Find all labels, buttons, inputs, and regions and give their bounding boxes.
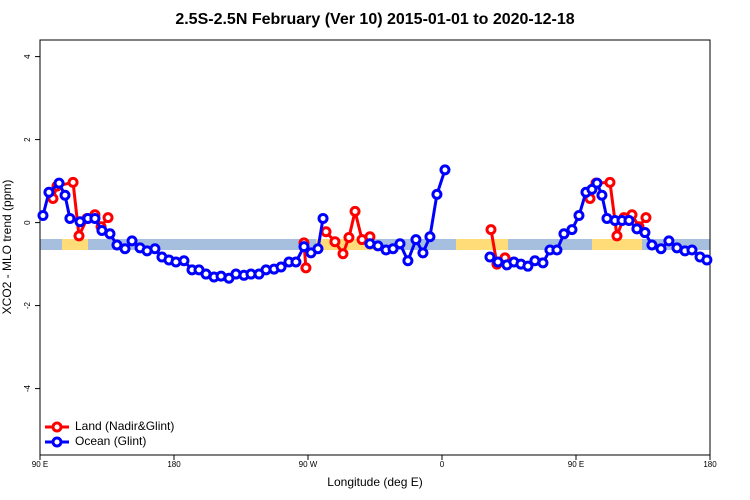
plot-frame bbox=[39, 39, 711, 456]
data-point bbox=[329, 236, 341, 248]
data-point bbox=[343, 232, 355, 244]
data-point bbox=[492, 256, 504, 268]
land-band bbox=[62, 239, 88, 250]
y-tick-label: 0 bbox=[23, 220, 32, 225]
data-point bbox=[275, 261, 287, 273]
data-point bbox=[424, 231, 436, 243]
data-point bbox=[431, 188, 443, 200]
data-point bbox=[394, 238, 406, 250]
data-point bbox=[439, 164, 451, 176]
data-point bbox=[290, 256, 302, 268]
data-point bbox=[573, 210, 585, 222]
land-band bbox=[456, 239, 508, 250]
data-point bbox=[646, 239, 658, 251]
data-point bbox=[417, 247, 429, 259]
data-point bbox=[59, 189, 71, 201]
data-point bbox=[596, 189, 608, 201]
data-point bbox=[300, 262, 312, 274]
data-point bbox=[604, 176, 616, 188]
data-point bbox=[53, 177, 65, 189]
data-point bbox=[566, 224, 578, 236]
legend-label: Ocean (Glint) bbox=[75, 434, 146, 448]
data-point bbox=[37, 210, 49, 222]
data-point bbox=[655, 243, 667, 255]
x-tick-label: 180 bbox=[703, 460, 717, 469]
data-point bbox=[119, 243, 131, 255]
data-point bbox=[178, 255, 190, 267]
data-point bbox=[102, 212, 114, 224]
data-point bbox=[402, 255, 414, 267]
data-point bbox=[372, 240, 384, 252]
data-point bbox=[522, 260, 534, 272]
data-point bbox=[73, 230, 85, 242]
data-point bbox=[631, 223, 643, 235]
data-point bbox=[485, 224, 497, 236]
data-point bbox=[537, 257, 549, 269]
x-tick-label: 0 bbox=[440, 460, 445, 469]
data-point bbox=[67, 176, 79, 188]
y-tick-label: 2 bbox=[23, 137, 32, 142]
y-tick-label: 4 bbox=[23, 54, 32, 59]
data-point bbox=[149, 243, 161, 255]
legend-swatch-point bbox=[51, 421, 63, 433]
y-axis-label: XCO2 - MLO trend (ppm) bbox=[0, 180, 14, 315]
data-point bbox=[104, 228, 116, 240]
data-point bbox=[551, 244, 563, 256]
data-point bbox=[312, 243, 324, 255]
data-point bbox=[591, 177, 603, 189]
data-point bbox=[558, 228, 570, 240]
data-point bbox=[320, 226, 332, 238]
legend-swatch-point bbox=[51, 436, 63, 448]
data-point bbox=[43, 186, 55, 198]
data-point bbox=[484, 251, 496, 263]
y-tick-label: -4 bbox=[23, 384, 32, 392]
data-point bbox=[317, 212, 329, 224]
x-tick-label: 90 W bbox=[299, 460, 318, 469]
x-tick-label: 180 bbox=[167, 460, 181, 469]
data-point bbox=[337, 248, 349, 260]
data-point bbox=[64, 212, 76, 224]
data-point bbox=[623, 215, 635, 227]
legend-label: Land (Nadir&Glint) bbox=[75, 419, 174, 433]
data-point bbox=[111, 239, 123, 251]
data-point bbox=[639, 227, 651, 239]
chart-title: 2.5S-2.5N February (Ver 10) 2015-01-01 t… bbox=[175, 11, 574, 28]
data-point bbox=[126, 235, 138, 247]
y-tick-label: -2 bbox=[23, 301, 32, 309]
data-point bbox=[701, 254, 713, 266]
data-point bbox=[298, 241, 310, 253]
data-point bbox=[410, 234, 422, 246]
data-point bbox=[387, 243, 399, 255]
data-point bbox=[611, 230, 623, 242]
data-point bbox=[686, 244, 698, 256]
land-band bbox=[592, 239, 642, 250]
data-point bbox=[663, 235, 675, 247]
x-axis-label: Longitude (deg E) bbox=[327, 475, 422, 489]
x-tick-label: 90 E bbox=[568, 460, 584, 469]
data-point bbox=[640, 212, 652, 224]
data-point bbox=[89, 212, 101, 224]
data-point bbox=[349, 205, 361, 217]
x-tick-label: 90 E bbox=[32, 460, 48, 469]
